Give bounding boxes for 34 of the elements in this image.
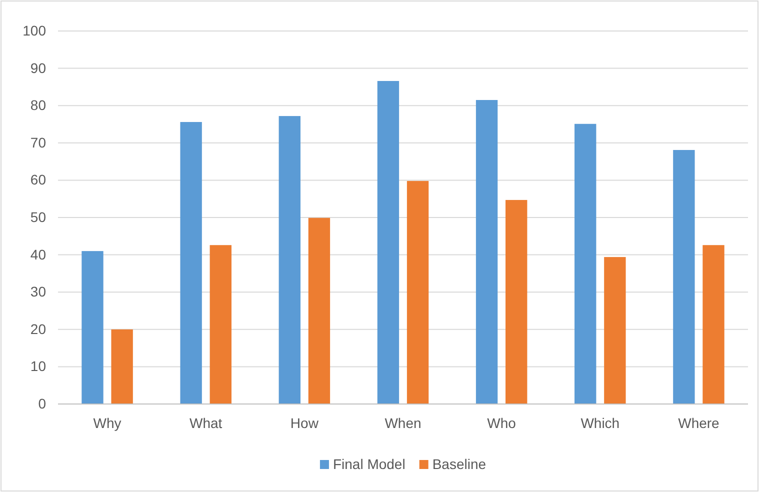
y-tick-label: 80 [30,97,46,114]
bar [406,180,429,404]
bar [308,218,330,404]
y-tick-label: 60 [30,172,46,188]
y-tick-label: 50 [30,208,46,225]
bar [702,245,724,404]
bar [506,200,528,404]
y-tick-label: 20 [30,320,46,337]
x-tick-label: Where [678,414,720,431]
y-tick-label: 0 [38,395,46,412]
y-tick-label: 100 [22,22,46,38]
y-tick-label: 70 [30,134,46,150]
bar [476,100,498,404]
bar [82,251,104,404]
legend-label: Baseline [432,456,486,472]
bar [111,329,133,404]
x-tick-label: When [384,414,422,431]
x-tick-label: How [290,414,320,431]
bar [377,80,400,404]
x-tick-label: Who [487,414,516,431]
y-tick-label: 90 [30,60,46,76]
legend-label: Final Model [332,456,406,472]
bar [278,116,300,404]
y-tick-label: 10 [30,358,46,374]
x-tick-label: Which [580,414,620,431]
y-tick-label: 30 [30,284,46,300]
x-tick-label: Why [93,414,122,431]
y-tick-label: 40 [30,246,46,262]
bar [574,124,596,404]
bar [180,122,202,404]
bar [210,245,232,404]
x-tick-label: What [190,414,222,431]
bar [604,257,626,404]
bar [673,150,695,404]
